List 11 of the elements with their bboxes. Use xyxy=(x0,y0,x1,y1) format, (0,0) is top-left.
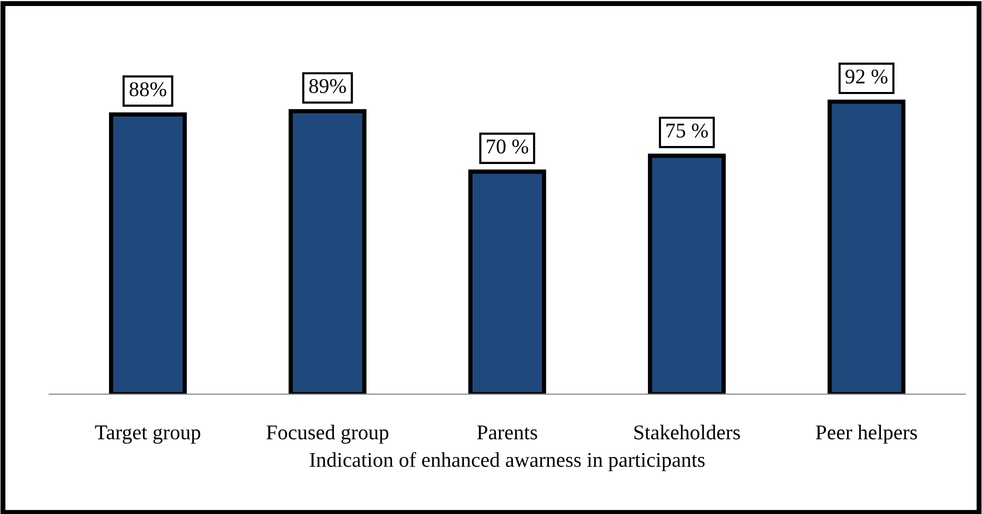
x-tick-label: Target group xyxy=(95,426,200,444)
x-tick-label: Parents xyxy=(477,426,538,440)
x-axis-title: Indication of enhanced awarness in participants xyxy=(310,452,705,472)
x-tick-label: Focused group xyxy=(266,424,388,444)
x-tick-label: Stakeholders xyxy=(634,424,740,440)
data-label: 89% xyxy=(309,79,346,94)
data-label: 92 % xyxy=(845,70,888,84)
data-label: 88% xyxy=(130,82,166,96)
data-label: 75 % xyxy=(666,124,708,138)
x-tick-label: Peer helpers xyxy=(816,424,917,444)
data-label: 70 % xyxy=(486,139,528,154)
